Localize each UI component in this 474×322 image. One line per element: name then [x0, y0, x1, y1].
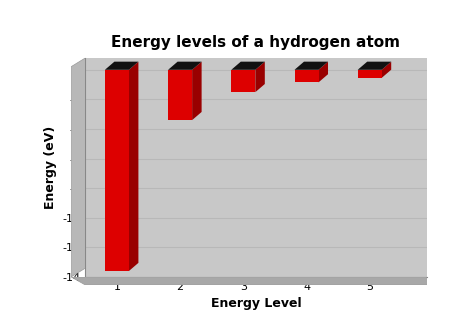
- Polygon shape: [319, 62, 328, 82]
- Title: Energy levels of a hydrogen atom: Energy levels of a hydrogen atom: [111, 35, 401, 50]
- Bar: [168, 70, 192, 120]
- Bar: [358, 70, 382, 78]
- Bar: [231, 70, 255, 92]
- Polygon shape: [358, 62, 391, 70]
- Polygon shape: [129, 62, 138, 271]
- Bar: [294, 70, 319, 82]
- Bar: [105, 70, 129, 271]
- Y-axis label: Energy (eV): Energy (eV): [44, 126, 57, 209]
- Polygon shape: [255, 62, 265, 92]
- Polygon shape: [71, 58, 85, 277]
- Polygon shape: [192, 62, 201, 120]
- Polygon shape: [105, 62, 138, 70]
- Polygon shape: [231, 62, 265, 70]
- X-axis label: Energy Level: Energy Level: [210, 297, 301, 310]
- Polygon shape: [382, 62, 391, 78]
- Polygon shape: [168, 62, 201, 70]
- Polygon shape: [294, 62, 328, 70]
- Polygon shape: [71, 277, 427, 285]
